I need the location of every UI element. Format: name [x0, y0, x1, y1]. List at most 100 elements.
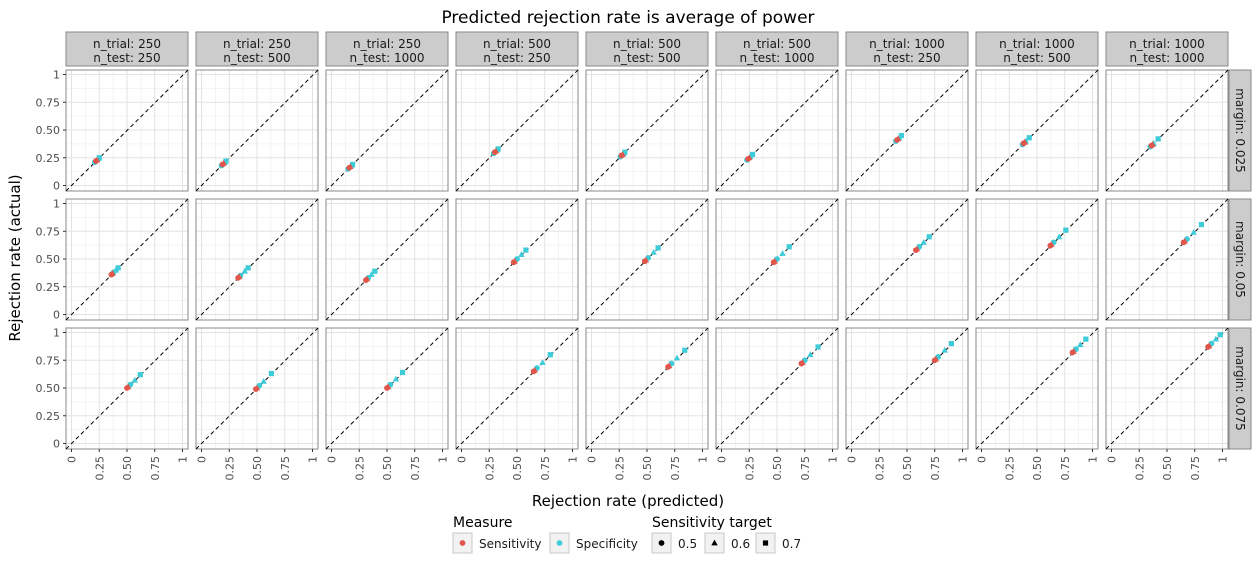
data-point-sensitivity — [220, 159, 227, 166]
data-point-specificity — [1083, 336, 1089, 342]
data-point-specificity — [749, 151, 756, 158]
facet-panel: 0 0.25 0.50 0.75 1 — [195, 327, 320, 481]
data-point-specificity — [1198, 221, 1205, 228]
strip-label-n-test: n_test: 500 — [223, 51, 290, 65]
data-point-sensitivity — [619, 151, 626, 157]
panel-border — [585, 69, 709, 192]
panel-border — [455, 69, 579, 192]
data-point-sensitivity — [511, 257, 518, 264]
x-tick-label: 0.75 — [929, 456, 942, 481]
data-point-specificity — [260, 377, 267, 384]
data-point-specificity — [1077, 341, 1084, 348]
legend-title-sensitivity-target: Sensitivity target — [652, 515, 772, 531]
x-tick-label: 0.50 — [381, 456, 394, 481]
identity-line — [195, 69, 319, 192]
panel-border — [975, 69, 1099, 192]
data-point-specificity — [622, 149, 628, 155]
data-point-sensitivity — [894, 135, 902, 142]
facet-row-strip: margin: 0.05 — [1228, 198, 1252, 321]
data-point-specificity — [682, 347, 688, 353]
y-tick-label: 0.75 — [36, 96, 61, 109]
legend-title-measure: Measure — [453, 515, 513, 531]
y-tick-label: 0 — [53, 309, 60, 322]
y-tick-label: 1 — [53, 69, 60, 82]
x-tick-label: 0.75 — [669, 456, 682, 481]
facet-panel — [455, 69, 579, 192]
identity-line — [585, 69, 709, 192]
data-point-specificity — [349, 161, 356, 168]
data-point-sensitivity — [1181, 237, 1188, 244]
x-tick-label: 1 — [437, 456, 450, 463]
data-point-sensitivity — [492, 147, 500, 154]
facet-panel: 0 0.25 0.50 0.75 1 0 0.25 0.50 0.75 1 — [36, 327, 190, 481]
strip-background — [195, 31, 319, 67]
identity-line — [845, 198, 969, 321]
legend-label: 0.6 — [731, 537, 750, 551]
strip-background — [715, 31, 839, 67]
panel-border — [975, 198, 1099, 321]
data-point-sensitivity — [1021, 138, 1028, 145]
y-tick-label: 0.25 — [36, 152, 61, 165]
x-tick-label: 0.50 — [1031, 456, 1044, 481]
x-tick-label: 0 — [196, 456, 209, 463]
x-tick-label: 0.50 — [251, 456, 264, 481]
data-point-sensitivity — [124, 383, 132, 390]
data-point-sensitivity — [642, 256, 650, 263]
facet-panel: 0 0.25 0.50 0.75 1 — [36, 69, 189, 193]
legend-label: Specificity — [576, 537, 638, 551]
strip-background — [975, 31, 1099, 67]
x-tick-label: 1 — [567, 456, 580, 463]
legend-item-measure: Specificity — [549, 532, 638, 554]
x-tick-label: 0.25 — [743, 456, 756, 481]
facet-panel — [715, 198, 839, 321]
identity-line — [65, 198, 189, 321]
data-point-specificity — [241, 267, 248, 274]
facet-panel — [195, 198, 319, 321]
strip-label-n-trial: n_trial: 250 — [353, 37, 421, 51]
strip-label-n-test: n_test: 250 — [93, 51, 160, 65]
facet-panel — [1105, 69, 1229, 192]
panel-border — [455, 198, 579, 321]
x-tick-label: 0.50 — [771, 456, 784, 481]
legend-symbol — [658, 540, 665, 546]
data-point-specificity — [807, 351, 814, 358]
data-point-specificity — [898, 132, 905, 139]
strip-background — [1228, 69, 1252, 192]
strip-label-n-test: n_test: 1000 — [349, 51, 424, 65]
data-point-specificity — [650, 248, 657, 255]
x-tick-label: 0.50 — [511, 456, 524, 481]
x-tick-label: 0 — [586, 456, 599, 463]
facet-panel — [975, 198, 1099, 321]
facet-panel: 0 0.25 0.50 0.75 1 — [585, 327, 710, 481]
data-point-specificity — [96, 155, 102, 161]
facet-panel — [455, 198, 579, 321]
x-tick-label: 0.75 — [539, 456, 552, 481]
facet-panel: 0 0.25 0.50 0.75 1 — [36, 198, 189, 322]
facet-panel — [845, 198, 969, 321]
data-point-specificity — [399, 369, 406, 376]
identity-line — [715, 69, 839, 192]
x-tick-label: 0.75 — [149, 456, 162, 481]
data-point-specificity — [523, 247, 529, 253]
data-point-sensitivity — [253, 384, 261, 391]
data-point-specificity — [547, 352, 553, 358]
data-point-sensitivity — [93, 156, 101, 163]
legend: Measure Sensitivity Specificity Sensitivity… — [452, 515, 801, 554]
strip-label-n-trial: n_trial: 1000 — [869, 37, 945, 51]
identity-line — [1105, 69, 1229, 192]
strip-label-n-trial: n_trial: 1000 — [999, 37, 1075, 51]
x-tick-label: 0.75 — [1059, 456, 1072, 481]
panel-border — [845, 69, 969, 192]
x-tick-label: 0 — [1106, 456, 1119, 463]
y-axis-label: Rejection rate (actual) — [6, 174, 24, 341]
facet-panel — [325, 69, 449, 192]
identity-line — [455, 69, 579, 192]
chart-title: Predicted rejection rate is average of p… — [441, 8, 814, 28]
data-point-specificity — [115, 265, 121, 271]
data-point-sensitivity — [913, 245, 921, 252]
legend-label: 0.5 — [678, 537, 697, 551]
y-tick-label: 0.75 — [36, 354, 61, 367]
x-tick-label: 1 — [307, 456, 320, 463]
